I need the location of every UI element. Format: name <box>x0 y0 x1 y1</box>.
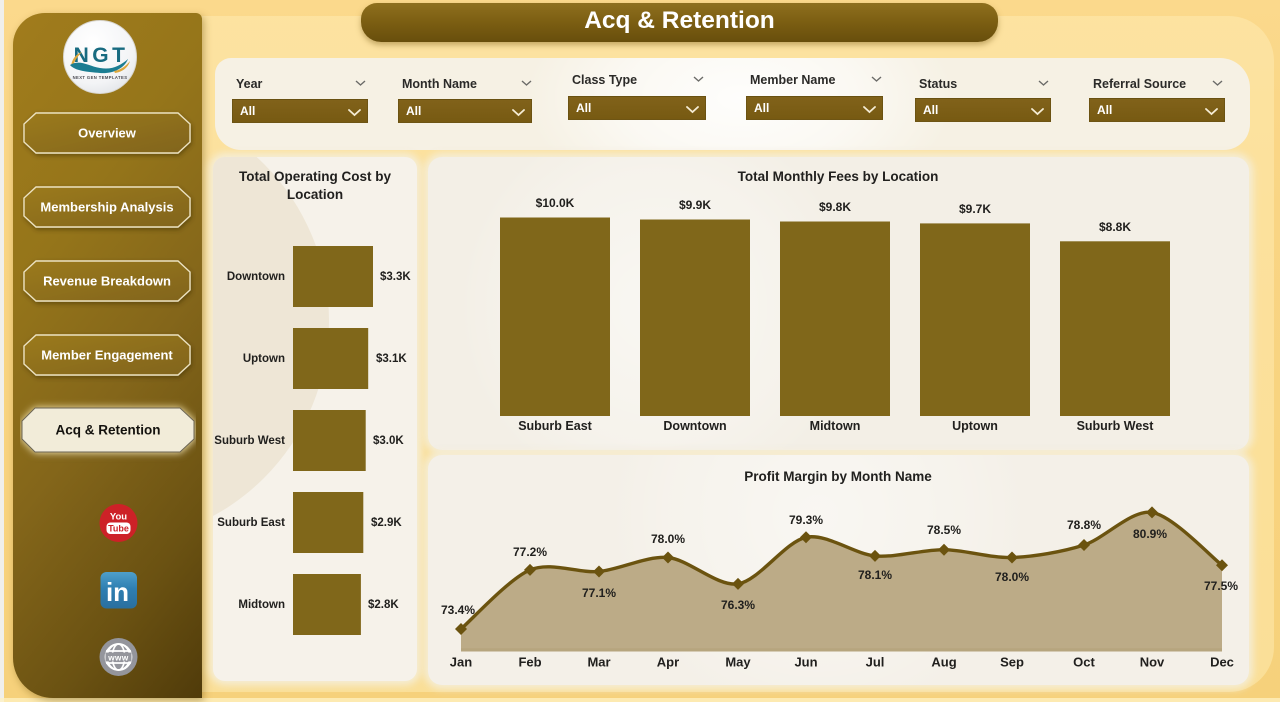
svg-text:78.1%: 78.1% <box>858 568 892 582</box>
svg-text:$10.0K: $10.0K <box>536 196 575 210</box>
svg-text:Suburb East: Suburb East <box>217 517 285 529</box>
svg-text:79.3%: 79.3% <box>789 513 823 527</box>
svg-text:Acq & Retention: Acq & Retention <box>55 423 160 438</box>
svg-text:Downtown: Downtown <box>663 419 726 433</box>
svg-text:$9.8K: $9.8K <box>819 200 851 214</box>
svg-text:Profit Margin by Month Name: Profit Margin by Month Name <box>744 469 932 484</box>
svg-text:$3.1K: $3.1K <box>376 353 407 365</box>
svg-text:Aug: Aug <box>931 655 956 670</box>
svg-text:78.5%: 78.5% <box>927 523 961 537</box>
svg-text:Nov: Nov <box>1140 655 1165 670</box>
svg-text:Midtown: Midtown <box>238 599 285 611</box>
svg-text:Membership Analysis: Membership Analysis <box>40 200 173 215</box>
svg-text:$9.7K: $9.7K <box>959 202 991 216</box>
svg-text:You: You <box>110 512 127 523</box>
svg-text:Jan: Jan <box>450 655 472 670</box>
svg-text:Member Engagement: Member Engagement <box>41 348 173 363</box>
svg-text:77.5%: 77.5% <box>1204 579 1238 593</box>
svg-text:Tube: Tube <box>108 524 129 534</box>
svg-text:78.8%: 78.8% <box>1067 518 1101 532</box>
svg-text:$2.8K: $2.8K <box>368 599 399 611</box>
svg-text:Dec: Dec <box>1210 655 1234 670</box>
svg-text:80.9%: 80.9% <box>1133 527 1167 541</box>
svg-text:Revenue Breakdown: Revenue Breakdown <box>43 274 171 289</box>
svg-text:Feb: Feb <box>518 655 541 670</box>
svg-text:Uptown: Uptown <box>952 419 998 433</box>
svg-text:www: www <box>107 654 129 663</box>
svg-text:Sep: Sep <box>1000 655 1024 670</box>
svg-text:Midtown: Midtown <box>810 419 861 433</box>
svg-text:Oct: Oct <box>1073 655 1095 670</box>
svg-text:Suburb West: Suburb West <box>1077 419 1155 433</box>
svg-text:Location: Location <box>287 187 343 202</box>
svg-text:NEXT GEN TEMPLATES: NEXT GEN TEMPLATES <box>73 75 128 80</box>
svg-text:76.3%: 76.3% <box>721 598 755 612</box>
svg-text:78.0%: 78.0% <box>995 570 1029 584</box>
svg-text:Jun: Jun <box>794 655 817 670</box>
svg-text:Uptown: Uptown <box>243 353 285 365</box>
svg-text:78.0%: 78.0% <box>651 532 685 546</box>
svg-text:77.2%: 77.2% <box>513 545 547 559</box>
svg-text:77.1%: 77.1% <box>582 586 616 600</box>
svg-text:Overview: Overview <box>78 126 137 141</box>
svg-text:Total Operating Cost by: Total Operating Cost by <box>239 169 391 184</box>
svg-text:Suburb East: Suburb East <box>518 419 592 433</box>
svg-text:73.4%: 73.4% <box>441 603 475 617</box>
svg-text:Suburb West: Suburb West <box>214 435 285 447</box>
svg-text:May: May <box>725 655 751 670</box>
svg-text:Total Monthly Fees by Location: Total Monthly Fees by Location <box>738 169 939 184</box>
svg-text:$3.3K: $3.3K <box>380 271 411 283</box>
svg-text:Mar: Mar <box>587 655 610 670</box>
svg-text:$8.8K: $8.8K <box>1099 220 1131 234</box>
svg-text:NGT: NGT <box>74 44 129 67</box>
svg-text:$9.9K: $9.9K <box>679 198 711 212</box>
svg-text:Jul: Jul <box>866 655 885 670</box>
svg-text:Apr: Apr <box>657 655 679 670</box>
svg-text:in: in <box>106 577 129 607</box>
svg-text:Downtown: Downtown <box>227 271 285 283</box>
svg-text:$2.9K: $2.9K <box>371 517 402 529</box>
svg-text:$3.0K: $3.0K <box>373 435 404 447</box>
